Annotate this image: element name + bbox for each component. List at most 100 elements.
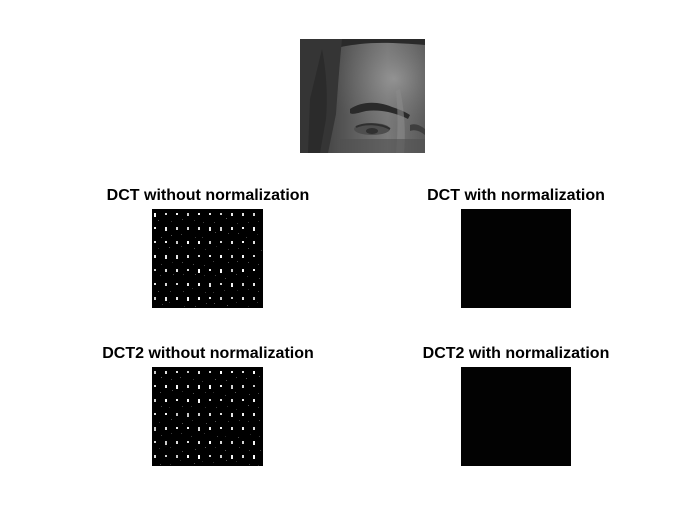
coefficient-speckle xyxy=(215,421,216,422)
coefficient-speckle xyxy=(193,264,194,265)
coefficient-speckle xyxy=(214,303,215,304)
coefficient-dot xyxy=(154,283,156,285)
coefficient-dot xyxy=(165,241,167,243)
coefficient-speckle xyxy=(194,220,195,221)
coefficient-speckle xyxy=(246,378,247,379)
coefficient-dot xyxy=(253,427,255,430)
face-image-graphic xyxy=(300,39,425,153)
coefficient-dot xyxy=(220,213,222,215)
coefficient-speckle xyxy=(204,265,205,266)
coefficient-speckle xyxy=(191,436,192,437)
coefficient-speckle xyxy=(204,275,205,276)
dct2-with-normalization-image xyxy=(461,367,571,466)
coefficient-speckle xyxy=(260,450,261,451)
coefficient-dot xyxy=(209,241,211,244)
coefficient-speckle xyxy=(160,275,161,276)
coefficient-speckle xyxy=(248,421,249,422)
coefficient-speckle xyxy=(180,460,181,461)
coefficient-speckle xyxy=(214,222,215,223)
coefficient-speckle xyxy=(248,262,249,263)
coefficient-dot xyxy=(165,227,167,231)
coefficient-speckle xyxy=(236,409,237,410)
coefficient-dot xyxy=(220,427,222,429)
coefficient-dot xyxy=(209,399,211,401)
coefficient-dot xyxy=(220,241,222,243)
coefficient-speckle xyxy=(259,436,260,437)
coefficient-dot xyxy=(198,455,200,459)
coefficient-dot xyxy=(198,297,200,300)
coefficient-speckle xyxy=(236,461,237,462)
coefficient-dot xyxy=(242,297,244,300)
coefficient-speckle xyxy=(225,395,226,396)
dct2-coefficient-grid xyxy=(154,371,261,466)
coefficient-dot xyxy=(198,213,200,215)
coefficient-speckle xyxy=(226,218,227,219)
coefficient-dot xyxy=(165,399,167,402)
coefficient-speckle xyxy=(248,248,249,249)
coefficient-speckle xyxy=(161,435,162,436)
coefficient-dot xyxy=(253,241,255,244)
coefficient-speckle xyxy=(161,264,162,265)
coefficient-speckle xyxy=(237,290,238,291)
coefficient-dot xyxy=(231,413,233,417)
coefficient-dot xyxy=(165,385,167,388)
coefficient-speckle xyxy=(257,302,258,303)
coefficient-dot xyxy=(165,413,167,415)
coefficient-dot xyxy=(253,455,255,459)
coefficient-speckle xyxy=(258,393,259,394)
coefficient-speckle xyxy=(180,377,181,378)
coefficient-dot xyxy=(187,297,189,301)
coefficient-speckle xyxy=(228,262,229,263)
dct2-without-normalization-image xyxy=(152,367,263,466)
coefficient-speckle xyxy=(248,306,249,307)
coefficient-speckle xyxy=(236,377,237,378)
coefficient-dot xyxy=(176,413,178,416)
coefficient-dot xyxy=(154,371,156,374)
coefficient-dot xyxy=(154,241,156,243)
coefficient-dot xyxy=(154,213,156,217)
coefficient-speckle xyxy=(192,420,193,421)
coefficient-dot xyxy=(165,213,167,215)
coefficient-dot xyxy=(253,399,255,402)
coefficient-speckle xyxy=(258,407,259,408)
coefficient-speckle xyxy=(171,221,172,222)
coefficient-speckle xyxy=(236,274,237,275)
coefficient-speckle xyxy=(172,262,173,263)
coefficient-speckle xyxy=(227,305,228,306)
coefficient-speckle xyxy=(202,461,203,462)
coefficient-dot xyxy=(187,269,189,271)
coefficient-dot xyxy=(198,227,200,230)
coefficient-dot xyxy=(165,441,167,445)
coefficient-speckle xyxy=(250,434,251,435)
panel-title-dct2-with-normalization: DCT2 with normalization xyxy=(422,345,610,362)
coefficient-speckle xyxy=(195,449,196,450)
coefficient-speckle xyxy=(158,248,159,249)
dct-coefficient-grid xyxy=(154,213,262,307)
coefficient-dot xyxy=(187,413,189,417)
coefficient-dot xyxy=(253,371,255,374)
coefficient-dot xyxy=(176,371,178,373)
coefficient-dot xyxy=(198,371,200,374)
coefficient-speckle xyxy=(159,448,160,449)
coefficient-speckle xyxy=(224,290,225,291)
coefficient-dot xyxy=(209,371,211,373)
coefficient-speckle xyxy=(237,223,238,224)
coefficient-dot xyxy=(242,227,244,229)
coefficient-speckle xyxy=(193,393,194,394)
coefficient-dot xyxy=(209,283,211,287)
coefficient-speckle xyxy=(161,406,162,407)
coefficient-dot xyxy=(220,255,222,258)
coefficient-dot xyxy=(187,213,189,216)
coefficient-speckle xyxy=(161,377,162,378)
coefficient-speckle xyxy=(248,289,249,290)
coefficient-speckle xyxy=(195,274,196,275)
coefficient-speckle xyxy=(158,291,159,292)
coefficient-speckle xyxy=(238,248,239,249)
coefficient-speckle xyxy=(213,392,214,393)
coefficient-speckle xyxy=(170,291,171,292)
coefficient-dot xyxy=(231,213,233,216)
coefficient-speckle xyxy=(228,233,229,234)
coefficient-dot xyxy=(176,269,178,272)
coefficient-dot xyxy=(165,427,167,430)
